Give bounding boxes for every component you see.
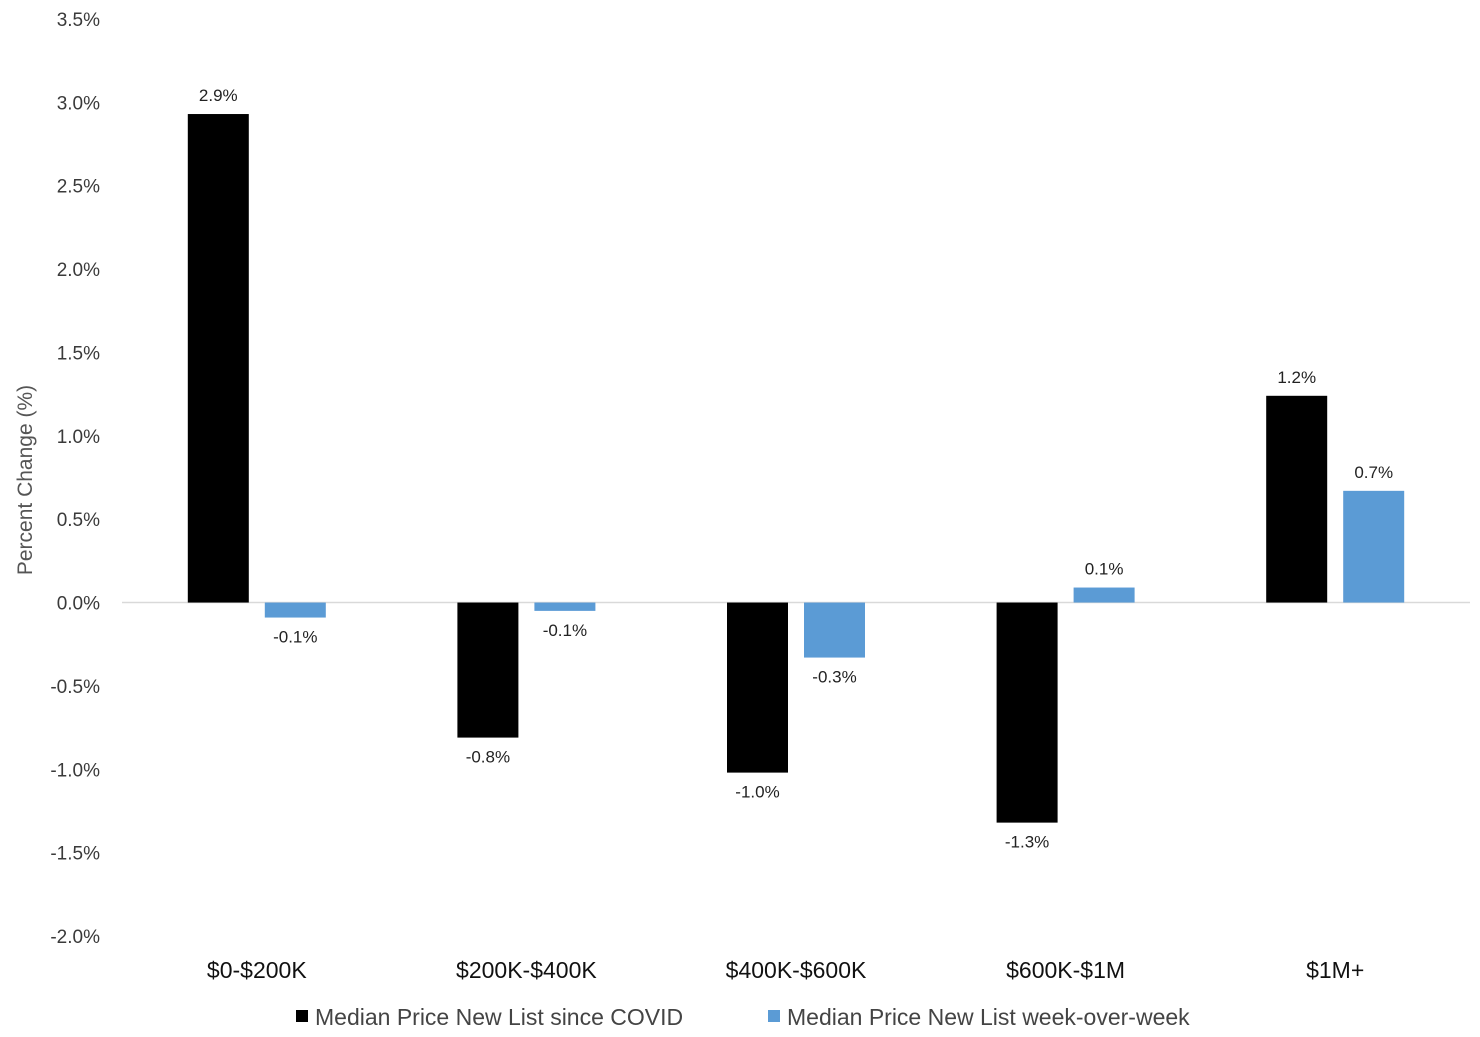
legend-swatch xyxy=(296,1010,308,1022)
data-labels: 2.9% -0.1% -0.8% -0.1% -1.0% -0.3% -1.3% 0.1% 1.… xyxy=(199,86,1393,852)
x-category-label: $400K-$600K xyxy=(726,957,867,983)
y-tick-label: 0.0% xyxy=(57,594,100,615)
y-tick-label: -0.5% xyxy=(50,677,100,698)
y-tick-label: 2.5% xyxy=(57,177,100,198)
data-label: 0.1% xyxy=(1085,560,1124,579)
bar-since-covid xyxy=(457,602,519,738)
bar-week-over-week xyxy=(804,602,865,658)
data-label: -0.8% xyxy=(466,748,510,767)
y-tick-label: 1.5% xyxy=(57,343,100,364)
y-tick-label: 3.5% xyxy=(57,10,100,31)
legend-label: Median Price New List week-over-week xyxy=(787,1004,1190,1030)
y-tick-label: -2.0% xyxy=(50,927,100,948)
data-label: -0.1% xyxy=(543,621,587,640)
data-label: -0.3% xyxy=(812,668,856,687)
y-tick-label: 1.0% xyxy=(57,427,100,448)
legend-label: Median Price New List since COVID xyxy=(315,1004,683,1030)
data-label: 2.9% xyxy=(199,86,238,105)
bar-since-covid xyxy=(187,114,249,603)
bar-week-over-week xyxy=(1073,587,1135,603)
y-tick-label: -1.0% xyxy=(50,760,100,781)
bar-week-over-week xyxy=(1343,490,1405,603)
bar-since-covid xyxy=(996,602,1058,823)
data-label: -0.1% xyxy=(273,628,317,647)
legend: Median Price New List since COVID Median … xyxy=(296,1004,1190,1030)
x-category-label: $0-$200K xyxy=(207,957,307,983)
bar-since-covid xyxy=(1266,395,1328,603)
x-category-label: $1M+ xyxy=(1306,957,1364,983)
y-tick-label: 0.5% xyxy=(57,510,100,531)
y-axis-title: Percent Change (%) xyxy=(14,385,37,575)
bar-since-covid xyxy=(727,602,788,773)
bars xyxy=(187,114,1405,823)
legend-swatch xyxy=(768,1010,780,1022)
data-label: -1.0% xyxy=(735,783,779,802)
x-category-label: $200K-$400K xyxy=(456,957,597,983)
x-category-label: $600K-$1M xyxy=(1006,957,1125,983)
data-label: 1.2% xyxy=(1277,368,1316,387)
x-axis-categories: $0-$200K $200K-$400K $400K-$600K $600K-$1M $… xyxy=(207,957,1364,983)
data-label: -1.3% xyxy=(1005,833,1049,852)
bar-week-over-week xyxy=(534,602,596,611)
y-tick-label: -1.5% xyxy=(50,844,100,865)
y-tick-label: 3.0% xyxy=(57,93,100,114)
data-label: 0.7% xyxy=(1354,463,1393,482)
y-axis-ticks: 3.5% 3.0% 2.5% 2.0% 1.5% 1.0% 0.5% 0.0% -0.5% -1.… xyxy=(50,10,100,948)
bar-week-over-week xyxy=(264,602,326,618)
y-tick-label: 2.0% xyxy=(57,260,100,281)
